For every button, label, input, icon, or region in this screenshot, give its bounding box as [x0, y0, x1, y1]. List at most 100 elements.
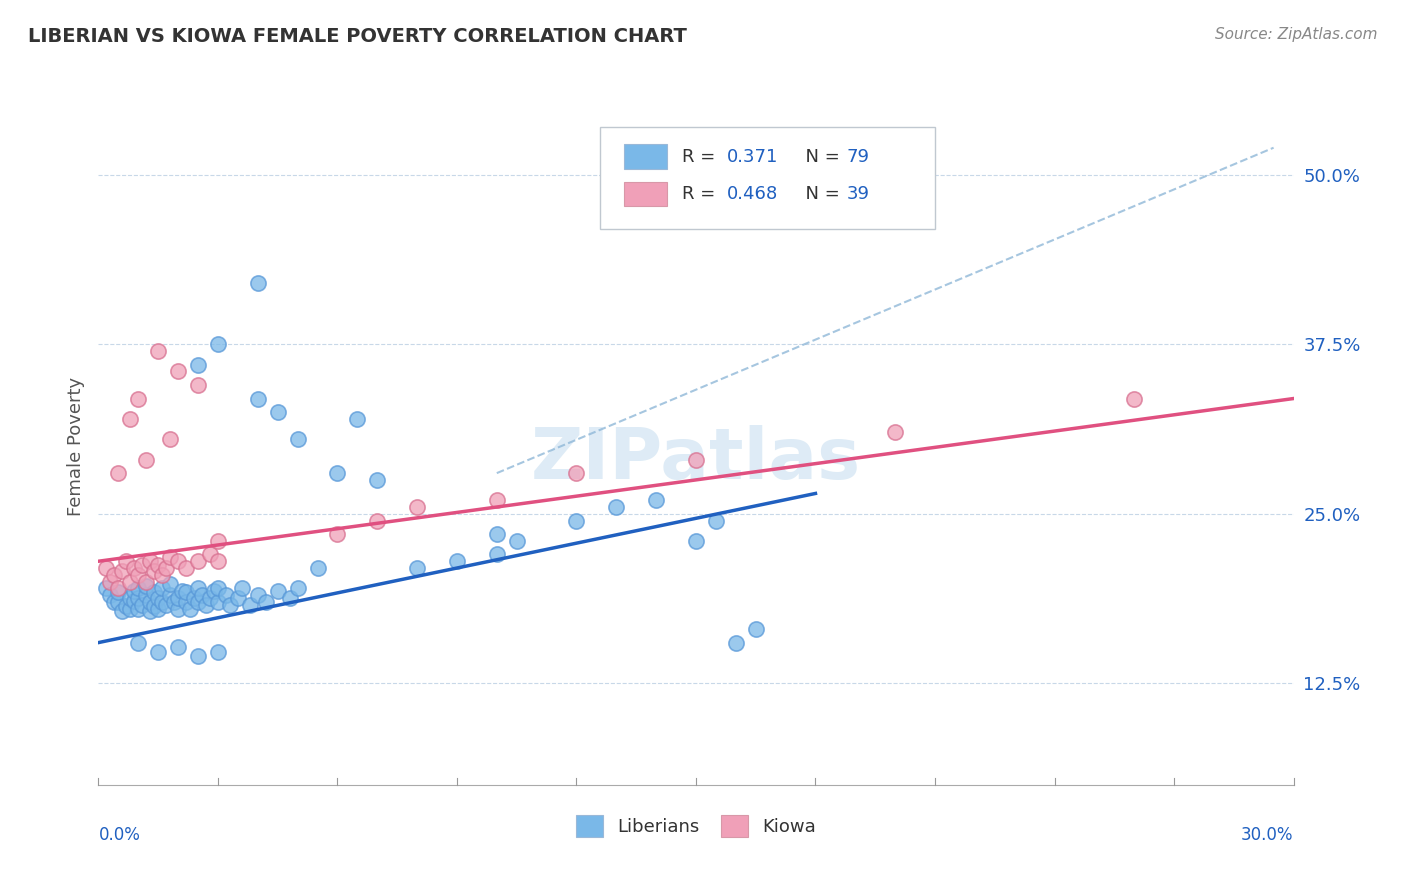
Point	[884, 425, 907, 440]
Text: R =: R =	[682, 147, 721, 166]
Text: 30.0%: 30.0%	[1241, 826, 1294, 844]
Point	[111, 604, 134, 618]
Point	[724, 635, 747, 649]
Point	[485, 548, 508, 562]
Point	[107, 466, 129, 480]
Point	[446, 554, 468, 568]
Point	[187, 595, 209, 609]
Point	[198, 548, 221, 562]
Point	[183, 591, 205, 605]
Point	[198, 591, 221, 605]
Point	[307, 561, 329, 575]
Point	[163, 595, 186, 609]
Text: 0.0%: 0.0%	[98, 826, 141, 844]
FancyBboxPatch shape	[624, 182, 668, 206]
Point	[96, 582, 118, 596]
Point	[207, 337, 229, 351]
Point	[159, 432, 181, 446]
Text: ZIPatlas: ZIPatlas	[531, 425, 860, 494]
Point	[207, 554, 229, 568]
Point	[346, 412, 368, 426]
Legend: Liberians, Kiowa: Liberians, Kiowa	[575, 815, 817, 837]
Point	[406, 500, 429, 514]
Point	[127, 591, 149, 605]
Point	[191, 588, 214, 602]
FancyBboxPatch shape	[624, 145, 668, 169]
Point	[103, 595, 125, 609]
Point	[120, 412, 142, 426]
Point	[150, 567, 173, 582]
Text: R =: R =	[682, 185, 721, 202]
Point	[135, 574, 157, 589]
Point	[246, 392, 269, 406]
Point	[231, 582, 253, 596]
Point	[219, 598, 242, 612]
Text: 39: 39	[846, 185, 869, 202]
Point	[124, 593, 146, 607]
Point	[167, 364, 190, 378]
Point	[187, 378, 209, 392]
Point	[139, 595, 162, 609]
Point	[202, 584, 225, 599]
Point	[159, 550, 181, 565]
Point	[139, 554, 162, 568]
Point	[107, 585, 129, 599]
Point	[605, 500, 627, 514]
Point	[174, 561, 197, 575]
Point	[159, 588, 181, 602]
Point	[143, 599, 166, 613]
Point	[131, 598, 153, 612]
Text: N =: N =	[794, 147, 845, 166]
Point	[98, 588, 122, 602]
Point	[239, 598, 262, 612]
Point	[155, 561, 177, 575]
Point	[167, 554, 190, 568]
Point	[150, 595, 173, 609]
Point	[645, 493, 668, 508]
Point	[207, 582, 229, 596]
Point	[704, 514, 727, 528]
Point	[187, 582, 209, 596]
Point	[124, 561, 146, 575]
Point	[127, 567, 149, 582]
Point	[187, 649, 209, 664]
Point	[148, 344, 170, 359]
Point	[267, 405, 290, 419]
Point	[159, 577, 181, 591]
Point	[131, 558, 153, 573]
Point	[406, 561, 429, 575]
Point	[96, 561, 118, 575]
Point	[326, 527, 349, 541]
Point	[506, 533, 529, 548]
Point	[148, 591, 170, 605]
Point	[127, 635, 149, 649]
Point	[565, 514, 588, 528]
Point	[127, 392, 149, 406]
Point	[167, 591, 190, 605]
Text: 0.468: 0.468	[727, 185, 779, 202]
Point	[143, 564, 166, 578]
Point	[179, 601, 201, 615]
Point	[1123, 392, 1146, 406]
Point	[215, 588, 238, 602]
Point	[278, 591, 301, 605]
Point	[155, 598, 177, 612]
Point	[167, 640, 190, 654]
Point	[107, 595, 129, 609]
Point	[120, 591, 142, 605]
Point	[148, 601, 170, 615]
Point	[246, 277, 269, 291]
Point	[115, 554, 138, 568]
Y-axis label: Female Poverty: Female Poverty	[66, 376, 84, 516]
Point	[111, 564, 134, 578]
Point	[326, 466, 349, 480]
Point	[366, 473, 388, 487]
Point	[135, 588, 157, 602]
Point	[120, 574, 142, 589]
Point	[207, 533, 229, 548]
FancyBboxPatch shape	[600, 128, 935, 229]
Point	[143, 585, 166, 599]
Point	[685, 533, 707, 548]
Point	[485, 527, 508, 541]
Point	[148, 558, 170, 573]
